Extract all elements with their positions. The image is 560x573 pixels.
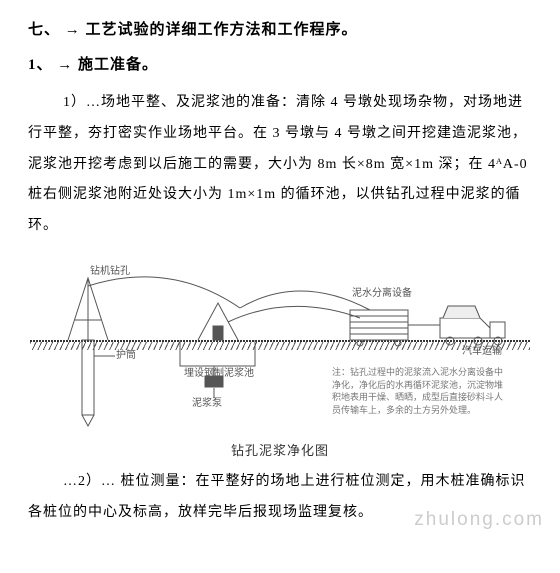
- diagram-drilling-mud: 钻机钻孔 护筒 泥浆泵 埋设钢制泥浆池 泥水分离设备 汽车运输 注：钻孔过程中的…: [30, 248, 530, 438]
- heading-level-1: 七、 → 工艺试验的详细工作方法和工作程序。: [28, 18, 532, 39]
- diagram-note: 注：钻孔过程中的泥浆流入泥水分离设备中净化，净化后的水再循环泥浆池，沉淀物堆积地…: [332, 366, 507, 416]
- paragraph-1: 1）…场地平整、及泥浆池的准备：清除 4 号墩处现场杂物，对场地进行平整，夯打密…: [28, 88, 532, 242]
- label-drill: 钻机钻孔: [90, 266, 130, 278]
- label-truck: 汽车运输: [462, 346, 502, 358]
- label-casing: 护筒: [116, 350, 136, 362]
- diagram-caption: 钻孔泥浆净化图: [28, 440, 532, 459]
- label-separator: 泥水分离设备: [352, 288, 412, 300]
- heading-level-2: 1、 → 施工准备。: [28, 53, 532, 74]
- label-pool: 埋设钢制泥浆池: [184, 368, 254, 380]
- paragraph-2: …2）… 桩位测量：在平整好的场地上进行桩位测定，用木桩准确标识各桩位的中心及标…: [28, 467, 532, 529]
- label-pump: 泥浆泵: [192, 398, 222, 410]
- document-page: 七、 → 工艺试验的详细工作方法和工作程序。 1、 → 施工准备。 1）…场地平…: [0, 0, 560, 573]
